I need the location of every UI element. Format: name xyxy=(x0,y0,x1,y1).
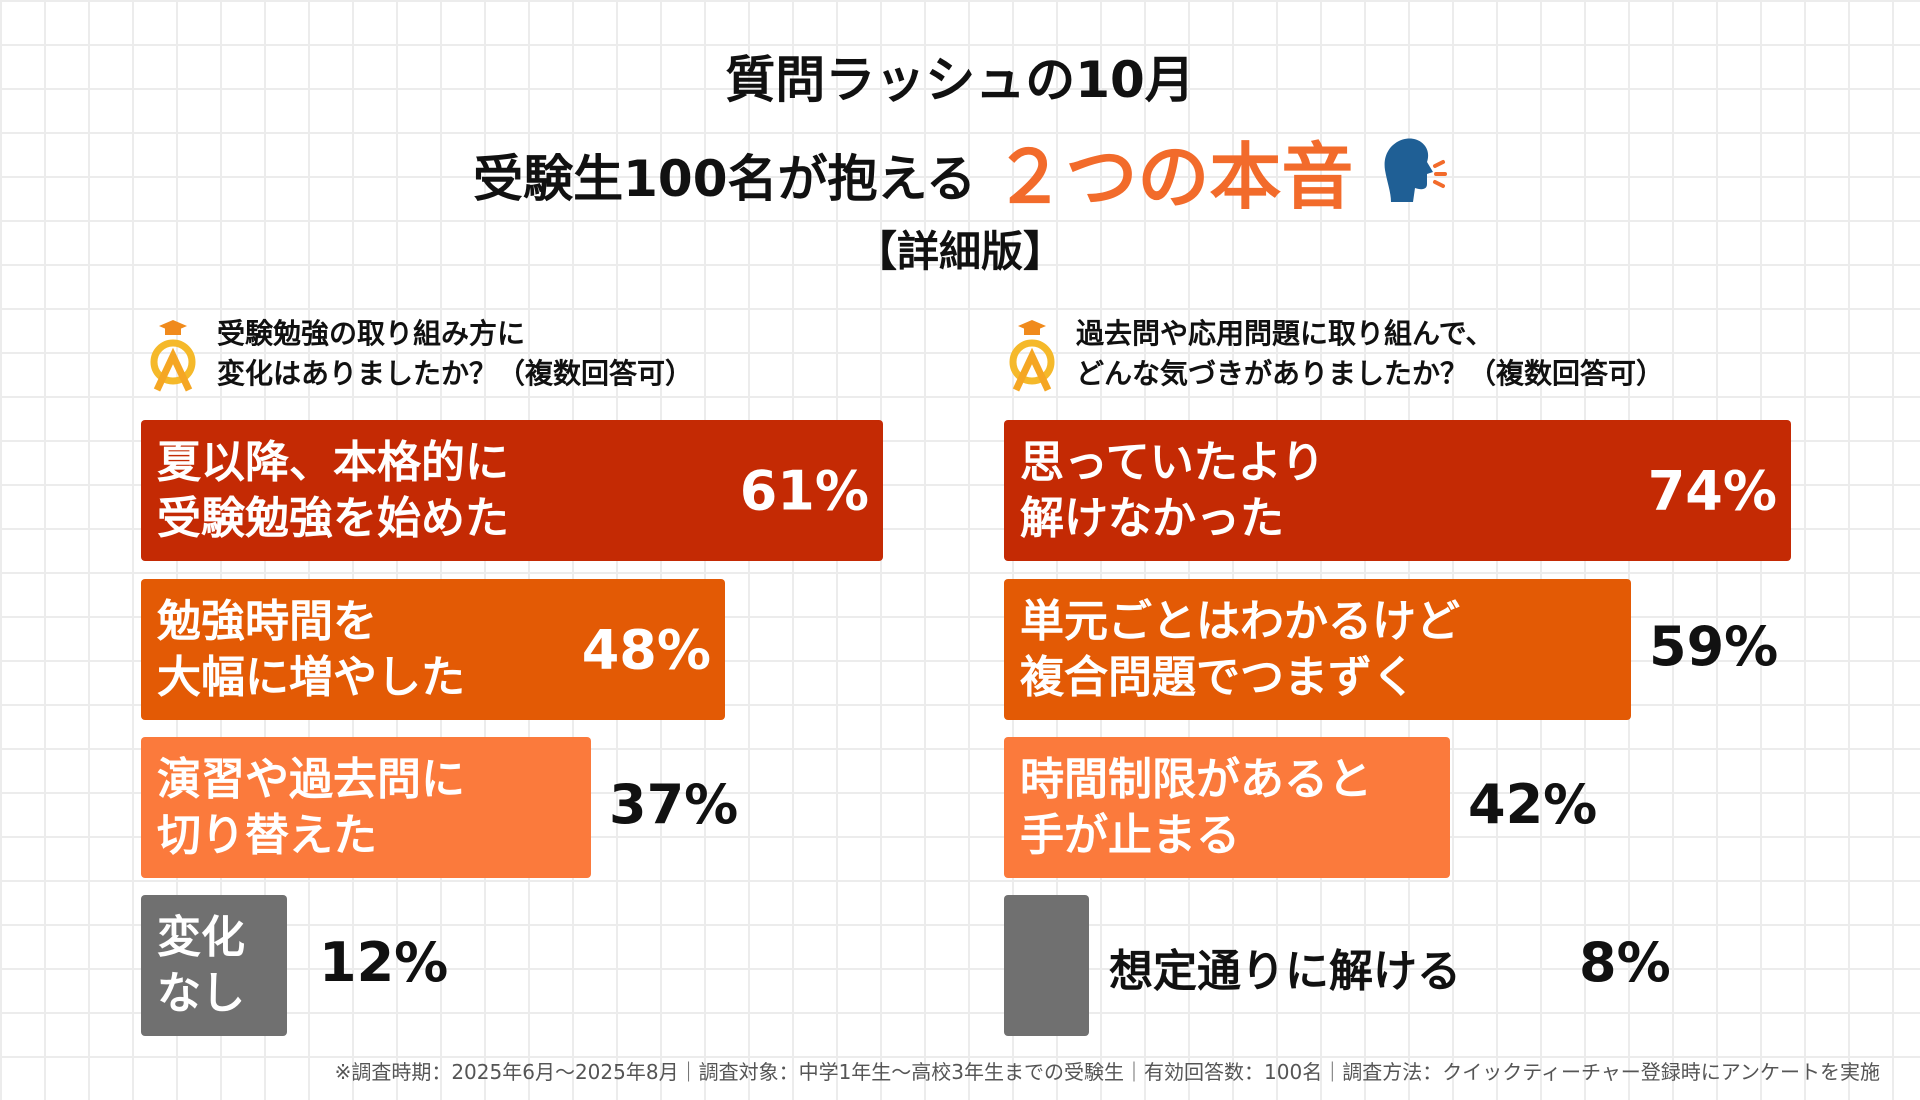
question-text: 過去問や応用問題に取り組んで、 どんな気づきがありましたか？（複数回答可） xyxy=(1076,317,1665,390)
footer-note: ※調査時期：2025年6月〜2025年8月｜調査対象：中学1年生〜高校3年生まで… xyxy=(334,1060,1880,1084)
title-line3: 【詳細版】 xyxy=(854,227,1065,276)
bar-label: 夏以降、本格的に 受験勉強を始めた xyxy=(157,436,509,544)
speaking-head-icon xyxy=(1384,138,1447,202)
graduation-qa-icon xyxy=(150,320,196,392)
value-label: 74% xyxy=(1647,459,1777,522)
question-text: 受験勉強の取り組み方に 変化はありましたか？（複数回答可） xyxy=(217,317,694,390)
value-label: 8% xyxy=(1579,931,1671,994)
bar-label: 思っていたより 解けなかった xyxy=(1020,436,1325,544)
value-label: 42% xyxy=(1468,773,1598,836)
graduation-qa-icon xyxy=(1009,320,1055,392)
bar-label: 演習や過去問に 切り替えた xyxy=(157,753,465,861)
bar-1: 思っていたより 解けなかった 74% xyxy=(1004,420,1791,561)
bar-4 xyxy=(1004,895,1089,1036)
bar-4: 変化 なし xyxy=(141,895,287,1036)
value-label: 61% xyxy=(739,459,869,522)
bar-label: 想定通りに解ける xyxy=(1109,946,1461,997)
bar-label: 勉強時間を 大幅に増やした xyxy=(157,595,465,703)
bar-2: 単元ごとはわかるけど 複合問題でつまずく xyxy=(1004,579,1631,720)
title-highlight: ２つの本音 xyxy=(993,135,1354,219)
value-label: 59% xyxy=(1649,615,1779,678)
question-header: 受験勉強の取り組み方に 変化はありましたか？（複数回答可） xyxy=(147,314,693,394)
value-label: 48% xyxy=(581,618,711,681)
value-label: 12% xyxy=(319,931,449,994)
bar-1: 夏以降、本格的に 受験勉強を始めた 61% xyxy=(141,420,883,561)
bar-3: 演習や過去問に 切り替えた xyxy=(141,737,591,878)
bar-3: 時間制限があると 手が止まる xyxy=(1004,737,1450,878)
title-line2: 受験生100名が抱える ２つの本音 xyxy=(0,118,1920,223)
title-prefix: 受験生100名が抱える xyxy=(473,150,976,208)
bar-label: 時間制限があると 手が止まる xyxy=(1020,753,1372,861)
title-line1: 質問ラッシュの10月 xyxy=(725,51,1195,109)
bar-label: 変化 なし xyxy=(157,911,245,1019)
value-label: 37% xyxy=(609,773,739,836)
question-header: 過去問や応用問題に取り組んで、 どんな気づきがありましたか？（複数回答可） xyxy=(1006,314,1664,394)
bar-label: 単元ごとはわかるけど 複合問題でつまずく xyxy=(1020,595,1460,703)
bar-2: 勉強時間を 大幅に増やした 48% xyxy=(141,579,725,720)
